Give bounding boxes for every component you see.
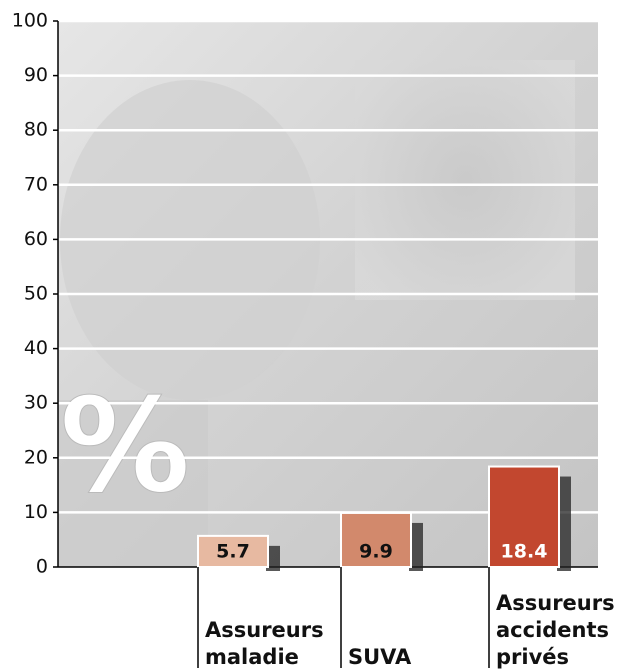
x-tick-label: SUVA [348, 645, 412, 669]
y-tick-label: 20 [24, 446, 48, 468]
y-tick-label: 100 [12, 10, 48, 32]
value-label: 9.9 [359, 541, 393, 563]
value-label: 18.4 [501, 541, 548, 563]
y-tick-label: 70 [24, 173, 48, 195]
y-tick-label: 90 [24, 64, 48, 86]
y-tick-label: 30 [24, 392, 48, 414]
percent-symbol: % [60, 370, 190, 522]
chart: % 0 10 20 30 40 50 60 70 80 90 100 5.7 Assureursmala… [0, 0, 630, 671]
value-label: 5.7 [216, 541, 250, 563]
y-tick-label: 40 [24, 337, 48, 359]
y-tick-label: 0 [36, 556, 48, 578]
y-tick-label: 60 [24, 228, 48, 250]
y-tick-label: 50 [24, 283, 48, 305]
y-tick-label: 80 [24, 119, 48, 141]
y-tick-label: 10 [24, 501, 48, 523]
